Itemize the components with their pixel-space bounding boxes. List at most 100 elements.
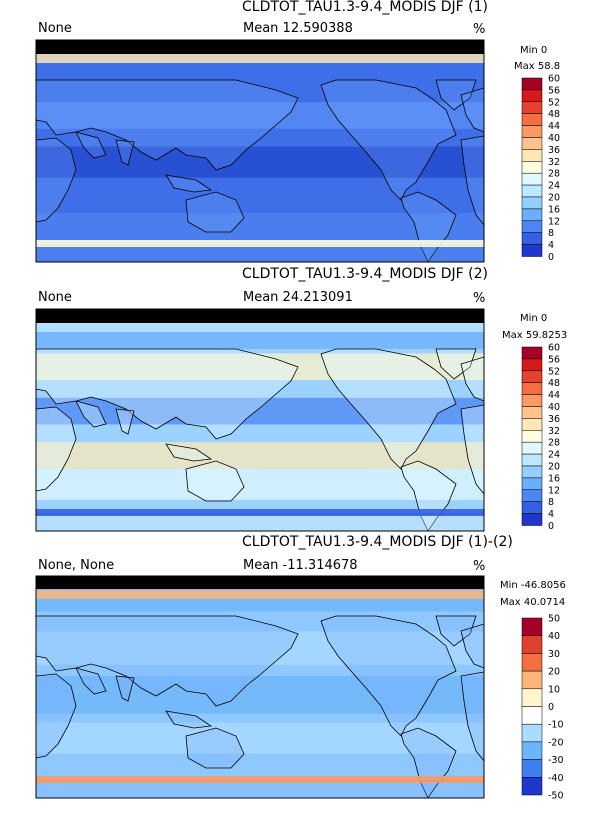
panel1-colorbar-tick: 20 [548, 193, 560, 204]
panel2-title: CLDTOT_TAU1.3-9.4_MODIS DJF (2) [242, 266, 488, 282]
panel1-colorbar-swatch [521, 220, 543, 233]
panel3-coastline [185, 727, 245, 769]
panel2-colorbar-tick: 8 [548, 497, 554, 508]
panel1-colorbar-tick: 60 [548, 74, 560, 85]
panel1-coastline [320, 79, 457, 201]
panel2-colorbar-tick: 12 [548, 485, 560, 496]
panel1-coastline [435, 79, 477, 111]
panel2-colorbar-tick: 4 [548, 509, 554, 520]
panel2-colorbar-swatch [521, 477, 543, 491]
panel1-colorbar-tick: 0 [548, 252, 554, 263]
panel3-mean: Mean -11.314678 [243, 558, 358, 573]
panel3-map-frame [35, 575, 485, 799]
panel3-units: % [473, 559, 486, 574]
panel2-band [36, 397, 484, 425]
panel2-band [36, 353, 484, 381]
panel2-max: Max 59.8253 [502, 330, 568, 341]
panel3-colorbar-tick: -50 [548, 791, 564, 802]
panel1-colorbar-swatch [521, 196, 543, 210]
panel3-max: Max 40.0714 [500, 597, 566, 608]
panel2-colorbar-swatch [521, 346, 543, 360]
panel2-coastline [165, 443, 213, 462]
panel3-coastline [460, 671, 484, 762]
panel2-colorbar-tick: 28 [548, 438, 560, 449]
panel3-colorbar-swatch [521, 635, 543, 654]
panel3-colorbar-swatch [521, 777, 543, 796]
panel2-coastline [460, 404, 484, 495]
panel1-colorbar-tick: 4 [548, 240, 554, 251]
panel1-colorbar-swatch [521, 244, 543, 257]
panel3-polar-cap [36, 576, 484, 589]
panel1-colorbar-swatch [521, 77, 543, 91]
panel2-colorbar-tick: 40 [548, 402, 560, 413]
panel1-colorbar-swatch [521, 125, 543, 138]
panel1-antarctic-band [36, 240, 484, 247]
panel1-colorbar-tick: 44 [548, 121, 560, 132]
panel1-coastline [400, 191, 457, 262]
panel3-band [36, 722, 484, 754]
panel3-colorbar-tick: 20 [548, 667, 560, 678]
panel3-antarctic-band [36, 776, 484, 783]
panel1-coastline [75, 131, 107, 159]
panel1-colorbar-tick: 12 [548, 216, 560, 227]
panel3-map [36, 576, 484, 798]
panel3-colorbar-swatch [521, 759, 543, 778]
panel1-units: % [473, 22, 486, 37]
panel2-colorbar-tick: 16 [548, 473, 560, 484]
panel2-coastline [460, 356, 484, 402]
panel3-coastline [36, 673, 77, 759]
panel2-coastline [75, 400, 107, 428]
panel3-colorbar-swatch [521, 706, 543, 725]
panel2-colorbar-swatch [521, 489, 543, 502]
panel1-arctic-strip [36, 54, 484, 63]
panel3-colorbar-swatch [521, 741, 543, 760]
panel1-colorbar-swatch [521, 208, 543, 222]
panel1-mean: Mean 12.590388 [243, 21, 353, 36]
panel2-colorbar-swatch [521, 441, 543, 455]
panel2-colorbar-tick: 36 [548, 414, 560, 425]
panel3-colorbar-tick: 40 [548, 631, 560, 642]
panel3-colorbar-tick: -40 [548, 773, 564, 784]
panel1-coastline [165, 174, 213, 193]
panel2-coastline [115, 408, 135, 435]
panel2-colorbar-swatch [521, 430, 543, 443]
panel1-colorbar-tick: 56 [548, 85, 560, 96]
panel1-coastline [36, 79, 299, 171]
panel1-colorbar-tick: 48 [548, 109, 560, 120]
panel1-map [36, 40, 484, 262]
panel2-colorbar-tick: 44 [548, 390, 560, 401]
panel1-colorbar-swatch [521, 184, 543, 198]
panel3-colorbar-tick: -10 [548, 720, 564, 731]
panel2-colorbar-tick: 48 [548, 378, 560, 389]
panel2-map [36, 309, 484, 531]
panel1-colorbar-swatch [521, 89, 543, 103]
panel1-band [36, 102, 484, 129]
panel3-coastline [36, 615, 299, 707]
panel2-colorbar-swatch [521, 513, 543, 526]
panel1-colorbar-swatch [521, 232, 543, 245]
panel3-coastline [435, 615, 477, 647]
panel1-colorbar-swatch [521, 113, 543, 126]
panel2-colorbar-swatch [521, 370, 543, 383]
panel2-antarctic-band [36, 509, 484, 516]
panel1-colorbar-tick: 24 [548, 181, 560, 192]
panel1-max: Max 58.8 [514, 61, 561, 72]
panel1-band [36, 146, 484, 178]
panel3-coastline [36, 780, 484, 798]
panel1-coastline [115, 139, 135, 166]
panel3-band [36, 631, 484, 665]
panel3-coastline [75, 667, 107, 695]
panel1-colorbar-swatch [521, 101, 543, 114]
panel3-colorbar-tick: -30 [548, 755, 564, 766]
panel3-colorbar-swatch [521, 617, 543, 636]
panel2-coastline [36, 513, 484, 531]
panel2-colorbar-swatch [521, 406, 543, 419]
panel2-colorbar-tick: 60 [548, 343, 560, 354]
panel2-colorbar-swatch [521, 394, 543, 407]
panel3-colorbar-tick: 10 [548, 684, 560, 695]
panel1-colorbar-tick: 40 [548, 133, 560, 144]
panel1-colorbar-tick: 16 [548, 204, 560, 215]
panel2-colorbar-tick: 20 [548, 462, 560, 473]
panel1-coastline [185, 191, 245, 233]
panel2-units: % [473, 291, 486, 306]
